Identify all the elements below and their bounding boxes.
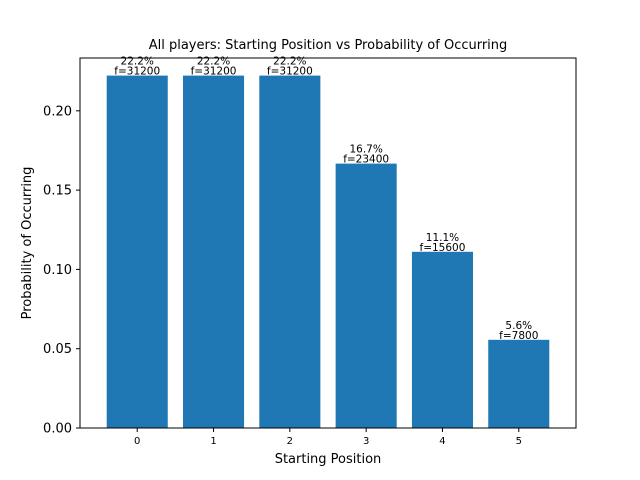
y-tick-label-0.10: 0.10 bbox=[43, 263, 72, 278]
plot-frame bbox=[79, 57, 577, 429]
bar-labels-layer: 22.2%f=3120022.2%f=3120022.2%f=3120016.7… bbox=[114, 56, 538, 342]
bars-layer bbox=[106, 75, 550, 428]
x-tick-label-1: 1 bbox=[210, 436, 216, 447]
y-tick-label-0.00: 0.00 bbox=[43, 422, 72, 437]
bar-label-pct-5: 5.6% bbox=[505, 320, 532, 332]
y-axis-label: Probability of Occurring bbox=[20, 167, 35, 320]
bar-2 bbox=[259, 75, 321, 428]
bar-label-freq-5: f=7800 bbox=[499, 330, 538, 342]
bar-label-pct-0: 22.2% bbox=[121, 56, 154, 68]
bar-1 bbox=[183, 75, 245, 428]
bar-4 bbox=[411, 251, 473, 428]
bar-label-pct-3: 16.7% bbox=[349, 144, 382, 156]
bar-label-pct-4: 11.1% bbox=[426, 232, 459, 244]
x-tick-label-0: 0 bbox=[134, 436, 140, 447]
x-tick-label-3: 3 bbox=[363, 436, 369, 447]
bar-label-freq-4: f=15600 bbox=[420, 242, 466, 254]
x-axis: 0 1 2 3 4 5 bbox=[134, 428, 522, 447]
x-tick-label-5: 5 bbox=[516, 436, 522, 447]
bar-5 bbox=[488, 339, 550, 428]
bar-3 bbox=[335, 163, 397, 428]
chart-title: All players: Starting Position vs Probab… bbox=[149, 38, 508, 53]
y-tick-label-0.05: 0.05 bbox=[43, 342, 72, 357]
x-axis-label: Starting Position bbox=[275, 452, 382, 467]
y-tick-label-0.15: 0.15 bbox=[43, 184, 72, 199]
y-axis: 0.00 0.05 0.10 0.15 0.20 bbox=[43, 104, 80, 437]
bar-label-freq-0: f=31200 bbox=[114, 66, 160, 78]
bar-label-pct-1: 22.2% bbox=[197, 56, 230, 68]
bar-label-freq-1: f=31200 bbox=[191, 66, 237, 78]
y-tick-label-0.20: 0.20 bbox=[43, 104, 72, 119]
bar-label-freq-3: f=23400 bbox=[343, 154, 389, 166]
bar-label-pct-2: 22.2% bbox=[273, 56, 306, 68]
x-tick-label-4: 4 bbox=[439, 436, 445, 447]
x-tick-label-2: 2 bbox=[287, 436, 293, 447]
bar-label-freq-2: f=31200 bbox=[267, 66, 313, 78]
bar-0 bbox=[106, 75, 168, 428]
